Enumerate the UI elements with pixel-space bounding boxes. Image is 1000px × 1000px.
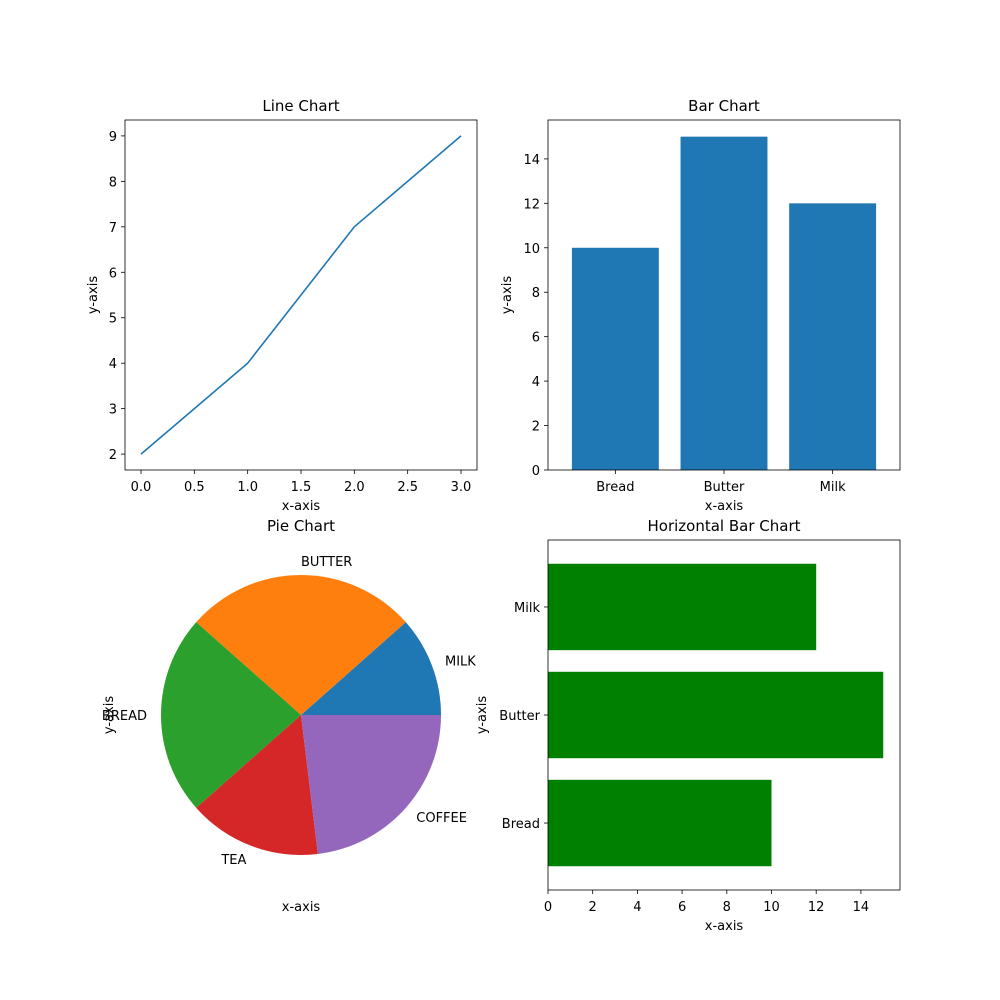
x-axis-label: x-axis xyxy=(282,900,321,915)
y-tick-label: 6 xyxy=(109,266,117,281)
slice-label: COFFEE xyxy=(416,811,467,826)
x-tick-label: Milk xyxy=(820,480,846,495)
y-axis-label: y-axis xyxy=(102,696,117,734)
y-tick-label: 12 xyxy=(523,197,540,212)
slice-label: MILK xyxy=(445,654,476,669)
y-axis-label: y-axis xyxy=(86,276,101,314)
bar xyxy=(548,563,817,651)
y-tick-label: 6 xyxy=(532,331,540,346)
y-tick-label: Butter xyxy=(499,709,540,724)
x-tick-label: 1.5 xyxy=(291,480,312,495)
pie-slice xyxy=(301,622,441,715)
bar-chart: Bar Chart Bread Butter Milk 0 2 4 6 8 10 12 14 x-axi… xyxy=(500,97,901,514)
bar xyxy=(680,136,768,470)
chart-title: Pie Chart xyxy=(267,517,335,535)
y-tick-label: 9 xyxy=(109,130,117,145)
x-tick-label: 3.0 xyxy=(451,480,472,495)
x-tick-label: Butter xyxy=(704,480,745,495)
y-tick-label: 0 xyxy=(532,464,540,479)
x-tick-label: 2.5 xyxy=(397,480,418,495)
bar xyxy=(789,203,877,471)
y-tick-label: 14 xyxy=(523,153,540,168)
y-tick-label: 3 xyxy=(109,403,117,418)
slice-label: TEA xyxy=(220,853,246,868)
pie-slice xyxy=(196,575,406,715)
y-tick-label: 8 xyxy=(532,286,540,301)
x-tick-label: Bread xyxy=(596,480,634,495)
y-tick-label: Milk xyxy=(514,601,540,616)
x-tick-label: 2 xyxy=(589,900,597,915)
y-tick-label: 10 xyxy=(523,242,540,257)
y-tick-label: 4 xyxy=(532,375,540,390)
x-axis-label: x-axis xyxy=(705,919,744,934)
pie-slice xyxy=(196,715,318,855)
y-tick-label: 5 xyxy=(109,312,117,327)
bar xyxy=(548,779,772,867)
chart-title: Line Chart xyxy=(262,97,339,115)
y-axis-label: y-axis xyxy=(475,696,490,734)
pie-slice xyxy=(161,622,301,808)
x-axis-label: x-axis xyxy=(705,499,744,514)
x-tick-label: 0 xyxy=(544,900,552,915)
pie-chart: Pie Chart MILK BUTTER BREAD TEA COFFEE x-axis y… xyxy=(102,517,476,915)
y-tick-label: 2 xyxy=(532,420,540,435)
x-tick-label: 14 xyxy=(853,900,870,915)
chart-title: Horizontal Bar Chart xyxy=(648,517,801,535)
y-axis-label: y-axis xyxy=(500,276,515,314)
y-tick-label: 7 xyxy=(109,221,117,236)
bar xyxy=(571,247,659,470)
x-tick-label: 12 xyxy=(808,900,825,915)
line-chart: Line Chart 0.0 0.5 1.0 1.5 2.0 2.5 3.0 2 3 4 5 6 7 8 9 x… xyxy=(86,97,478,514)
x-tick-label: 8 xyxy=(723,900,731,915)
y-tick-label: Bread xyxy=(502,817,540,832)
y-tick-label: 2 xyxy=(109,448,117,463)
y-tick-label: 4 xyxy=(109,357,117,372)
x-tick-label: 1.0 xyxy=(237,480,258,495)
x-tick-label: 6 xyxy=(678,900,686,915)
chart-title: Bar Chart xyxy=(688,97,760,115)
bar xyxy=(548,671,884,759)
pie-slice xyxy=(301,715,441,854)
x-tick-label: 2.0 xyxy=(344,480,365,495)
x-tick-label: 0.5 xyxy=(184,480,205,495)
x-tick-label: 4 xyxy=(633,900,641,915)
y-tick-label: 8 xyxy=(109,175,117,190)
x-axis-label: x-axis xyxy=(282,499,321,514)
slice-label: BUTTER xyxy=(301,555,352,570)
horizontal-bar-chart: Horizontal Bar Chart Bread Butter Milk 0 2 4 6 8… xyxy=(475,517,901,934)
x-tick-label: 0.0 xyxy=(131,480,152,495)
slice-label: BREAD xyxy=(102,709,147,724)
x-tick-label: 10 xyxy=(763,900,780,915)
data-line xyxy=(140,135,462,455)
